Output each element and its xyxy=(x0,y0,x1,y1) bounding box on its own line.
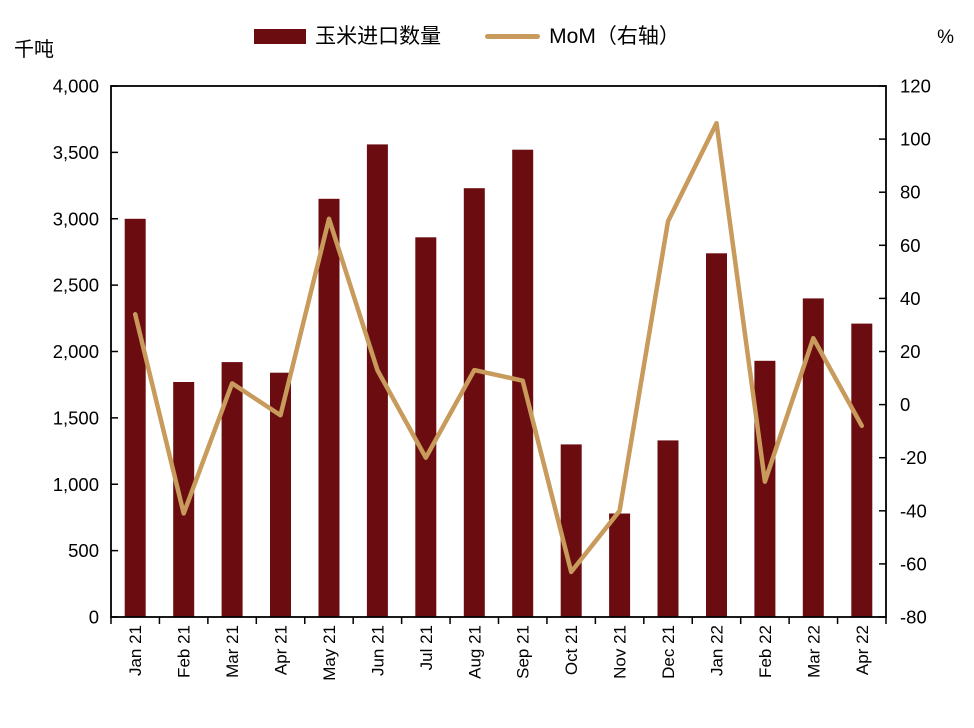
bar-series xyxy=(124,144,873,618)
bar-jan-22 xyxy=(706,253,727,618)
right-axis-tick-label: -80 xyxy=(900,607,927,628)
bar-jan-21 xyxy=(124,218,146,618)
bar-oct-21 xyxy=(560,444,582,617)
left-axis-unit-label: 千吨 xyxy=(14,39,54,61)
bar-dec-21 xyxy=(657,440,679,617)
x-axis-label-aug-21: Aug 21 xyxy=(465,625,484,679)
legend-line-swatch xyxy=(485,34,541,39)
bar-feb-22 xyxy=(754,360,776,617)
x-axis-label-jun-21: Jun 21 xyxy=(368,625,387,676)
left-axis-tick-label: 0 xyxy=(89,607,99,628)
right-axis-tick-label: 120 xyxy=(900,76,931,97)
legend-bar-swatch xyxy=(254,29,307,44)
bar-apr-22 xyxy=(851,323,873,617)
x-axis-label-may-21: May 21 xyxy=(320,625,339,681)
x-axis-label-sep-21: Sep 21 xyxy=(514,625,533,679)
left-axis-tick-label: 2,500 xyxy=(53,275,99,296)
left-axis-tick-label: 3,500 xyxy=(53,142,99,163)
bar-aug-21 xyxy=(463,188,485,617)
right-axis-tick-label: 20 xyxy=(900,341,921,362)
bar-jul-21 xyxy=(415,237,437,618)
bar-jun-21 xyxy=(366,144,388,617)
x-axis-label-jan-21: Jan 21 xyxy=(126,625,145,676)
bar-may-21 xyxy=(318,198,340,618)
right-axis-tick-label: 40 xyxy=(900,288,921,309)
x-axis-label-dec-21: Dec 21 xyxy=(659,625,678,679)
x-axis-label-mar-21: Mar 21 xyxy=(223,625,242,678)
x-axis-label-feb-22: Feb 22 xyxy=(756,625,775,678)
bar-nov-21 xyxy=(609,513,631,617)
legend-line-series-label: MoM（右轴） xyxy=(549,25,680,48)
x-axis-label-feb-21: Feb 21 xyxy=(175,625,194,678)
x-axis: Jan 21 Feb 21 Mar 21 Apr 21 May 21 Jun 21 Jul … xyxy=(110,617,887,681)
x-axis-label-jan-22: Jan 22 xyxy=(708,625,727,676)
right-axis-tick-label: 60 xyxy=(900,235,921,256)
bar-apr-21 xyxy=(270,372,291,617)
right-axis-tick-label: 80 xyxy=(900,182,921,203)
right-axis-tick-label: -60 xyxy=(900,553,927,574)
right-axis-tick-label: 0 xyxy=(900,394,910,415)
right-axis-tick-label: -40 xyxy=(900,500,927,521)
legend: 玉米进口数量 MoM（右轴） xyxy=(0,26,934,47)
bar-mar-21 xyxy=(221,362,243,617)
left-axis-tick-label: 1,000 xyxy=(53,474,99,495)
left-axis: 4,000 3,500 3,000 2,500 2,000 1,500 1,000 500 0 xyxy=(53,76,118,628)
bar-feb-21 xyxy=(173,382,195,617)
right-axis-unit-label: % xyxy=(937,27,954,48)
bar-mar-22 xyxy=(802,298,824,617)
right-axis: 120 100 80 60 40 20 0 -20 -40 -60 -80 xyxy=(879,76,931,628)
x-axis-label-apr-21: Apr 21 xyxy=(272,625,291,675)
x-axis-label-jul-21: Jul 21 xyxy=(417,625,436,670)
left-axis-tick-label: 3,000 xyxy=(53,208,99,229)
x-axis-label-oct-21: Oct 21 xyxy=(562,625,581,675)
left-axis-tick-label: 2,000 xyxy=(53,341,99,362)
legend-bar-series-label: 玉米进口数量 xyxy=(315,25,442,48)
x-axis-label-apr-22: Apr 22 xyxy=(853,625,872,675)
left-axis-tick-label: 4,000 xyxy=(53,76,99,97)
x-axis-label-mar-22: Mar 22 xyxy=(804,625,823,678)
right-axis-tick-label: 100 xyxy=(900,129,931,150)
left-axis-tick-label: 500 xyxy=(68,540,99,561)
x-axis-label-nov-21: Nov 21 xyxy=(611,625,630,679)
mom-line xyxy=(132,120,865,575)
right-axis-tick-label: -20 xyxy=(900,447,927,468)
left-axis-tick-label: 1,500 xyxy=(53,407,99,428)
